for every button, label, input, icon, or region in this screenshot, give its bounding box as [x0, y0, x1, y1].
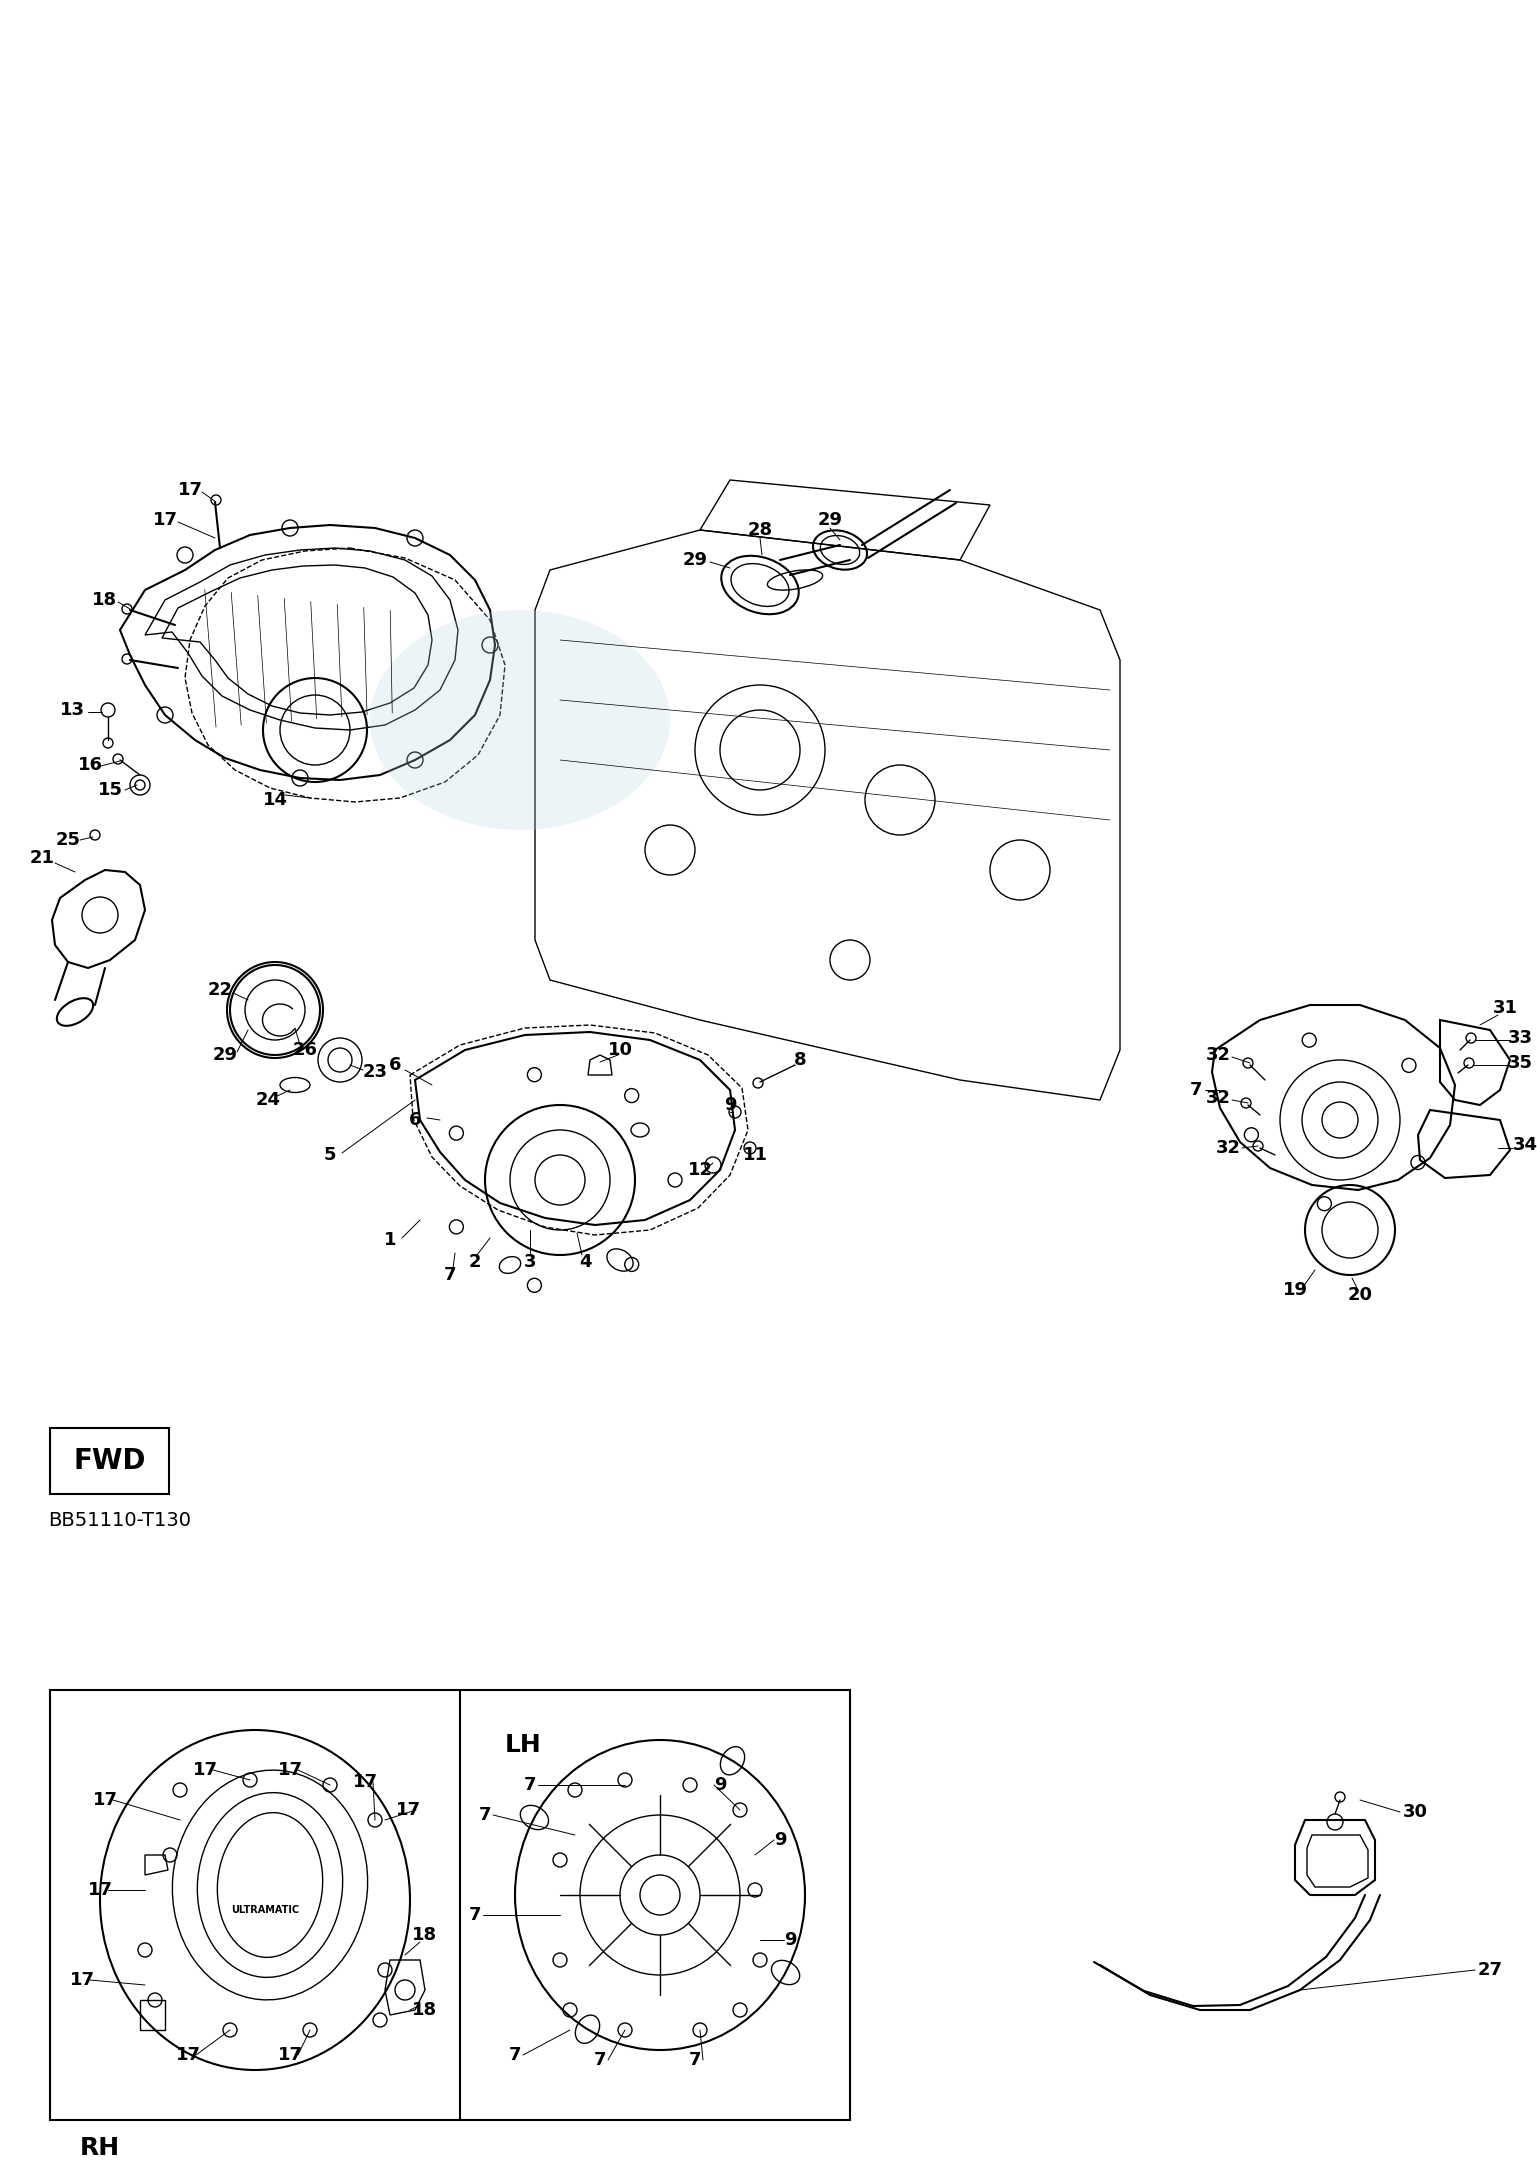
Text: 18: 18: [412, 1926, 438, 1943]
Text: 15: 15: [97, 781, 123, 798]
Text: 7: 7: [444, 1265, 456, 1285]
Text: 32: 32: [1205, 1088, 1231, 1108]
Text: 29: 29: [682, 552, 707, 569]
Text: 14: 14: [263, 792, 287, 809]
Text: 13: 13: [60, 700, 85, 720]
Text: 33: 33: [1508, 1029, 1532, 1047]
Text: 9: 9: [713, 1775, 727, 1795]
Text: FWD: FWD: [74, 1446, 146, 1474]
Text: 25: 25: [55, 831, 80, 848]
Text: 17: 17: [192, 1760, 218, 1780]
Text: 34: 34: [1512, 1136, 1537, 1154]
Text: 35: 35: [1508, 1053, 1532, 1073]
Text: 17: 17: [278, 1760, 303, 1780]
Text: 17: 17: [175, 2046, 200, 2063]
Text: 20: 20: [1348, 1287, 1373, 1304]
Text: 9: 9: [784, 1930, 796, 1950]
Text: 21: 21: [29, 848, 54, 868]
Text: 18: 18: [92, 591, 117, 608]
Text: 18: 18: [412, 2000, 438, 2020]
Text: 29: 29: [212, 1047, 238, 1064]
Text: 12: 12: [687, 1160, 713, 1180]
Text: 9: 9: [724, 1097, 736, 1114]
Text: 11: 11: [742, 1145, 767, 1165]
Text: 1: 1: [384, 1230, 397, 1250]
Text: RH: RH: [80, 2135, 120, 2159]
Text: 7: 7: [509, 2046, 521, 2063]
Text: 17: 17: [92, 1791, 117, 1808]
Text: 29: 29: [818, 510, 842, 530]
Text: 2: 2: [469, 1254, 481, 1272]
Text: 26: 26: [292, 1040, 318, 1060]
Text: 9: 9: [773, 1832, 787, 1849]
Text: 31: 31: [1492, 999, 1517, 1016]
Text: 22: 22: [207, 981, 232, 999]
Text: 7: 7: [478, 1806, 492, 1823]
Text: 6: 6: [409, 1110, 421, 1130]
Text: 5: 5: [324, 1145, 337, 1165]
Text: 6: 6: [389, 1056, 401, 1073]
Text: 24: 24: [255, 1090, 280, 1108]
Text: 17: 17: [152, 510, 177, 530]
Text: 17: 17: [69, 1972, 94, 1989]
Text: 4: 4: [579, 1254, 592, 1272]
Text: 23: 23: [363, 1062, 387, 1082]
Text: 32: 32: [1216, 1138, 1240, 1156]
Text: 7: 7: [1190, 1082, 1202, 1099]
Text: 28: 28: [747, 521, 773, 539]
Text: ULTRAMATIC: ULTRAMATIC: [231, 1904, 300, 1915]
Text: 7: 7: [469, 1906, 481, 1924]
Text: 10: 10: [607, 1040, 633, 1060]
Text: 30: 30: [1402, 1804, 1428, 1821]
Ellipse shape: [370, 611, 670, 831]
Text: LH: LH: [506, 1734, 541, 1758]
Text: 7: 7: [524, 1775, 536, 1795]
Text: 7: 7: [593, 2050, 606, 2070]
Text: 32: 32: [1205, 1047, 1231, 1064]
Text: BB51110-T130: BB51110-T130: [49, 1511, 192, 1529]
Text: 19: 19: [1282, 1280, 1308, 1300]
Text: 27: 27: [1477, 1961, 1503, 1978]
Text: 17: 17: [395, 1802, 421, 1819]
Text: 8: 8: [793, 1051, 807, 1069]
Text: 17: 17: [278, 2046, 303, 2063]
Text: 3: 3: [524, 1254, 536, 1272]
Text: 7: 7: [689, 2050, 701, 2070]
Text: 16: 16: [77, 757, 103, 774]
Text: 17: 17: [177, 482, 203, 499]
Text: 17: 17: [88, 1880, 112, 1900]
Text: 17: 17: [352, 1773, 378, 1791]
